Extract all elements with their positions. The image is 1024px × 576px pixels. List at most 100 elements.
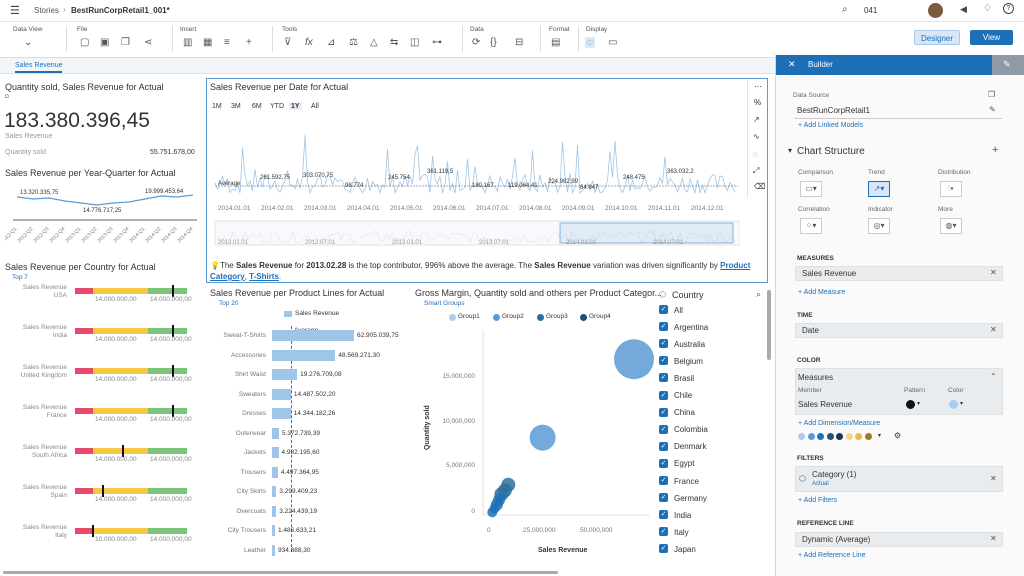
palette-swatch[interactable]	[826, 433, 834, 440]
range-button[interactable]: YTD	[270, 103, 284, 110]
edit-icon[interactable]: ✎	[989, 105, 996, 114]
product-bar[interactable]	[272, 388, 291, 400]
add-structure-icon[interactable]: +	[992, 144, 999, 156]
linked-analysis-icon[interactable]: ⚖	[349, 37, 358, 48]
palette-swatch[interactable]	[836, 433, 843, 440]
hierarchy-icon[interactable]: △	[370, 37, 378, 48]
palette-swatch[interactable]	[845, 433, 853, 440]
smart-discovery-icon[interactable]: ⊶	[432, 37, 442, 48]
country-checkbox[interactable]: ✓	[659, 390, 668, 400]
product-bar[interactable]	[272, 408, 291, 419]
remove-refline-icon[interactable]: ✕	[990, 534, 997, 543]
country-filter-item[interactable]: Japan	[674, 544, 696, 554]
palette-swatch[interactable]	[855, 433, 862, 440]
country-filter-item[interactable]: Italy	[674, 527, 689, 537]
pattern-dropdown-icon[interactable]: ▾	[917, 401, 921, 407]
canvas-vertical-scrollbar[interactable]	[767, 290, 771, 360]
country-filter-item[interactable]: Brasil	[674, 373, 695, 383]
insight-link-product-category[interactable]: Product Category	[210, 261, 751, 281]
palette-settings-icon[interactable]: ⚙	[894, 431, 902, 440]
add-measure-link[interactable]: + Add Measure	[798, 289, 846, 296]
country-filter-item[interactable]: Colombia	[674, 425, 708, 435]
product-bar[interactable]	[272, 447, 279, 458]
bubble-point[interactable]	[529, 424, 556, 451]
input-control-icon[interactable]: ≡	[224, 37, 230, 48]
country-checkbox[interactable]: ✓	[659, 544, 668, 554]
search-input[interactable]: 041	[864, 6, 878, 15]
copy-model-icon[interactable]: ❐	[988, 90, 996, 99]
filter-token[interactable]	[795, 466, 1003, 492]
bubble-point[interactable]	[487, 507, 498, 518]
add-refline-link[interactable]: + Add Reference Line	[798, 552, 866, 559]
bell-icon[interactable]: ♢	[983, 3, 992, 14]
distribution-chart-icon[interactable]: ⫶▾	[940, 181, 962, 197]
indicator-chart-icon[interactable]: ◎▾	[868, 218, 890, 234]
country-checkbox[interactable]: ✓	[659, 305, 668, 314]
chevron-down-icon[interactable]: ⌄	[24, 37, 33, 48]
menu-icon[interactable]: ☰	[10, 5, 20, 17]
chart-icon[interactable]: ▥	[183, 37, 193, 48]
country-checkbox[interactable]: ✓	[659, 373, 668, 383]
product-bar[interactable]	[272, 349, 336, 361]
smart-insights-icon[interactable]: ◫	[410, 37, 420, 48]
filter-icon[interactable]: ⊽	[284, 37, 292, 48]
country-filter-item[interactable]: Germany	[674, 493, 707, 503]
add-dimension-link[interactable]: + Add Dimension/Measure	[798, 420, 881, 427]
swap-axis-icon[interactable]: ⇆	[390, 37, 399, 48]
breadcrumb-root[interactable]: Stories	[34, 6, 59, 15]
country-checkbox[interactable]: ✓	[659, 322, 668, 332]
megaphone-icon[interactable]: ◀	[960, 4, 967, 14]
country-checkbox[interactable]: ✓	[659, 527, 668, 537]
tab-sales-revenue[interactable]: Sales Revenue	[15, 62, 63, 73]
product-bar[interactable]	[272, 427, 279, 439]
add-filters-link[interactable]: + Add Filters	[798, 497, 838, 504]
new-file-icon[interactable]: ▢	[80, 37, 90, 48]
collapse-icon[interactable]: ⌃	[990, 372, 997, 381]
country-filter-item[interactable]: Argentina	[674, 322, 709, 332]
designer-button[interactable]: Designer	[914, 30, 960, 45]
country-checkbox[interactable]: ✓	[659, 476, 668, 485]
product-bar[interactable]	[272, 544, 275, 556]
delete-icon[interactable]: ⌫	[754, 182, 766, 191]
add-icon[interactable]: +	[246, 37, 252, 48]
avatar[interactable]	[928, 3, 943, 18]
copy-icon[interactable]: ❐	[121, 37, 130, 48]
formula-icon[interactable]: fx	[305, 37, 313, 48]
brush-icon[interactable]: ✎	[1003, 59, 1011, 69]
data-source-icon[interactable]: ⊟	[515, 37, 524, 48]
insight-link-tshirts[interactable]: T-Shirts	[249, 272, 279, 281]
color-dropdown-icon[interactable]: ▾	[960, 401, 964, 407]
trend-icon[interactable]: ↗	[753, 115, 760, 124]
country-checkbox[interactable]: ✓	[659, 510, 668, 520]
filter-search-icon[interactable]: ⌕	[756, 289, 762, 299]
color-swatch[interactable]	[949, 400, 958, 409]
fullscreen-icon[interactable]: ⤢	[753, 166, 760, 175]
product-bar[interactable]	[272, 369, 298, 380]
comment-icon[interactable]: ◌	[753, 150, 758, 159]
country-filter-item[interactable]: Denmark	[674, 442, 707, 452]
measure-token[interactable]: Sales Revenue	[795, 266, 1003, 281]
trend-chart-icon[interactable]: ↗▾	[868, 181, 890, 197]
correlation-chart-icon[interactable]: ⁘▾	[800, 218, 822, 234]
layout-icon[interactable]: ▭	[608, 37, 618, 48]
country-filter-item[interactable]: France	[674, 476, 699, 486]
range-button[interactable]: 3M	[231, 103, 241, 110]
forecast-icon[interactable]: ∿	[753, 132, 760, 141]
palette-swatch[interactable]	[807, 433, 815, 440]
range-button[interactable]: 1M	[212, 103, 222, 110]
country-filter-item[interactable]: All	[674, 305, 683, 315]
refresh-icon[interactable]: ⟳	[472, 37, 481, 48]
range-button[interactable]: All	[311, 103, 319, 110]
search-icon[interactable]: ⌕	[842, 4, 848, 15]
code-icon[interactable]: {}	[490, 37, 497, 48]
country-checkbox[interactable]: ✓	[659, 458, 668, 468]
country-checkbox[interactable]: ✓	[659, 356, 668, 366]
country-checkbox[interactable]: ✓	[659, 441, 668, 451]
canvas-horizontal-scrollbar[interactable]	[3, 571, 558, 574]
styling-icon[interactable]: ▤	[551, 37, 561, 48]
view-button[interactable]: View	[970, 30, 1013, 45]
country-filter-item[interactable]: China	[674, 408, 695, 418]
country-checkbox[interactable]: ✓	[659, 407, 668, 417]
country-filter-item[interactable]: Belgium	[674, 356, 703, 366]
chart-type-icon[interactable]: ⊿	[327, 37, 336, 48]
